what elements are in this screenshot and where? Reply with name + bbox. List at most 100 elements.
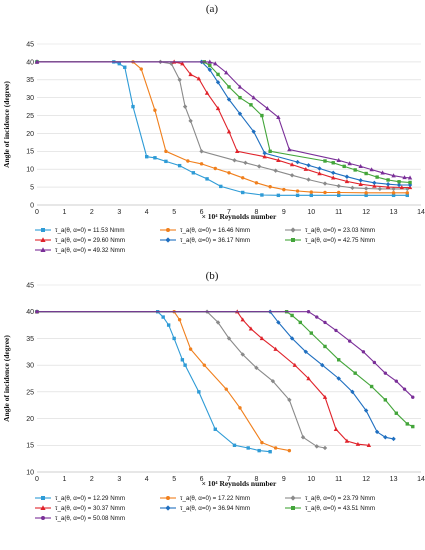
- series-marker: [183, 104, 187, 108]
- legend-label: τ_a(θ, α=0) = 50.08 Nmm: [55, 515, 125, 522]
- series-marker: [337, 358, 340, 361]
- x-axis-title-text: Reynolds number: [219, 212, 277, 221]
- x-tick-label: 10: [307, 476, 315, 483]
- series-6: [35, 60, 411, 184]
- series-4: [35, 309, 371, 447]
- chart-panel-a: (a)0510152025303540450 1 2 3 4 5 6 7 8 9 10 11 12 13 1…: [2, 3, 425, 254]
- series-marker: [406, 422, 409, 425]
- x-tick-label: 13: [390, 209, 398, 216]
- series-marker: [392, 191, 395, 194]
- series-marker: [291, 506, 295, 510]
- series-marker: [372, 181, 376, 185]
- y-axis-title: Angle of incidence (degree): [2, 81, 11, 168]
- x-tick-label: 9: [282, 209, 286, 216]
- series-6: [35, 310, 414, 428]
- series-marker: [199, 149, 203, 153]
- series-marker: [296, 189, 299, 192]
- series-marker: [260, 441, 263, 444]
- series-marker: [386, 178, 389, 181]
- legend-label: τ_a(θ, α=0) = 43.51 Nmm: [305, 505, 375, 512]
- series-line: [37, 312, 270, 452]
- x-tick-label: 4: [145, 476, 149, 483]
- y-tick-label: 25: [26, 113, 34, 120]
- y-tick-label: 35: [26, 336, 34, 343]
- series-marker: [290, 227, 295, 232]
- y-tick-label: 35: [26, 77, 34, 84]
- series-marker: [227, 171, 230, 174]
- series-marker: [395, 412, 398, 415]
- y-tick-label: 30: [26, 95, 34, 102]
- x-tick-label: 12: [362, 209, 370, 216]
- series-marker: [395, 379, 398, 382]
- series-marker: [200, 162, 203, 165]
- x-tick-label: 5: [172, 476, 176, 483]
- series-marker: [331, 171, 335, 175]
- series-marker: [41, 228, 45, 232]
- series-marker: [364, 172, 367, 175]
- x-tick-label: 13: [390, 476, 398, 483]
- series-marker: [165, 505, 170, 510]
- series-marker: [225, 387, 228, 390]
- y-tick-label: 45: [26, 41, 34, 48]
- series-marker: [214, 428, 217, 431]
- series-marker: [323, 446, 327, 450]
- legend-item: τ_a(θ, α=0) = 36.17 Nmm: [160, 237, 250, 244]
- series-marker: [350, 186, 354, 190]
- y-tick-label: 5: [30, 185, 34, 192]
- series-line: [37, 312, 394, 439]
- legend-label: τ_a(θ, α=0) = 17.22 Nmm: [180, 495, 250, 502]
- y-tick-label: 20: [26, 131, 34, 138]
- panel-label: (b): [206, 270, 219, 282]
- series-marker: [203, 363, 206, 366]
- legend-label: τ_a(θ, α=0) = 30.37 Nmm: [55, 505, 125, 512]
- series-marker: [41, 516, 45, 520]
- series-marker: [164, 160, 167, 163]
- x-tick-label: 2: [90, 209, 94, 216]
- series-marker: [189, 347, 192, 350]
- series-marker: [268, 185, 271, 188]
- series-marker: [306, 177, 310, 181]
- legend-item: τ_a(θ, α=0) = 49.32 Nmm: [35, 247, 125, 254]
- panel-label: (a): [206, 3, 219, 15]
- series-marker: [323, 345, 326, 348]
- series-marker: [35, 310, 38, 313]
- series-line: [37, 312, 325, 448]
- series-marker: [41, 496, 45, 500]
- series-marker: [131, 105, 134, 108]
- series-marker: [260, 114, 263, 117]
- series-marker: [291, 238, 295, 242]
- series-marker: [290, 314, 293, 317]
- series-line: [37, 312, 289, 451]
- legend-item: τ_a(θ, α=0) = 16.46 Nmm: [160, 227, 250, 234]
- series-marker: [268, 150, 271, 153]
- series-marker: [167, 323, 170, 326]
- x-axis-title-prefix: × 10⁴: [202, 212, 220, 221]
- series-line: [37, 312, 369, 446]
- series-marker: [166, 496, 170, 500]
- series-marker: [227, 85, 230, 88]
- y-axis-title: Angle of incidence (degree): [2, 335, 11, 422]
- series-marker: [183, 363, 186, 366]
- legend-label: τ_a(θ, α=0) = 23.03 Nmm: [305, 227, 375, 234]
- series-1: [35, 60, 409, 197]
- series-marker: [227, 129, 231, 133]
- legend-item: τ_a(θ, α=0) = 11.53 Nmm: [35, 227, 125, 234]
- series-marker: [282, 188, 285, 191]
- x-tick-label: 11: [335, 209, 342, 216]
- series-marker: [186, 159, 189, 162]
- series-marker: [403, 387, 406, 390]
- series-marker: [358, 178, 362, 182]
- series-marker: [315, 315, 318, 318]
- series-marker: [165, 237, 170, 242]
- legend-item: τ_a(θ, α=0) = 12.29 Nmm: [35, 495, 125, 502]
- series-marker: [238, 96, 241, 99]
- series-marker: [123, 66, 126, 69]
- series-marker: [362, 350, 365, 353]
- series-marker: [323, 321, 326, 324]
- series-line: [37, 62, 407, 193]
- series-marker: [364, 191, 367, 194]
- series-marker: [295, 160, 299, 164]
- series-marker: [296, 194, 299, 197]
- series-marker: [384, 398, 387, 401]
- x-tick-label: 2: [90, 476, 94, 483]
